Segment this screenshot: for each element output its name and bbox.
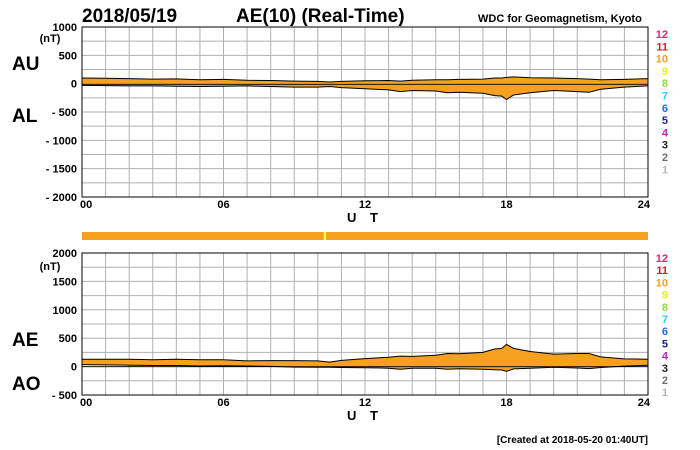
- station-legend-entry: 11: [656, 41, 668, 53]
- station-legend-entry: 7: [662, 91, 668, 103]
- station-legend-entry: 9: [662, 66, 668, 78]
- station-legend-entry: 2: [662, 152, 668, 164]
- bottom-x-axis-label: U T: [347, 408, 383, 423]
- x-tick-label: 00: [80, 199, 92, 211]
- top-frame: [81, 26, 649, 198]
- au-label: AU: [12, 54, 39, 75]
- station-legend-entry: 4: [662, 351, 669, 363]
- station-legend-entry: 4: [662, 127, 669, 139]
- y-tick-label: - 1500: [46, 164, 77, 176]
- station-legend-entry: 6: [662, 103, 668, 115]
- station-legend-entry: 6: [662, 326, 668, 338]
- chart-date: 2018/05/19: [82, 6, 177, 27]
- bottom-grid: [82, 253, 648, 395]
- ae-label: AE: [12, 330, 38, 351]
- x-tick-label: 06: [217, 397, 229, 409]
- y-tick-label: 0: [71, 79, 77, 91]
- station-legend-entry: 2: [662, 375, 668, 387]
- ao-label: AO: [12, 374, 41, 395]
- station-count-bar: [82, 232, 648, 240]
- bottom-unit-label: (nT): [40, 261, 61, 273]
- y-tick-label: - 1000: [46, 135, 77, 147]
- station-legend-entry: 12: [656, 29, 668, 41]
- station-legend-entry: 8: [662, 302, 668, 314]
- x-tick-label: 12: [359, 397, 371, 409]
- y-tick-label: 2000: [53, 248, 77, 260]
- y-tick-label: - 500: [52, 390, 77, 402]
- y-tick-label: 500: [59, 50, 77, 62]
- al-label: AL: [12, 106, 38, 127]
- station-legend-entry: 7: [662, 314, 668, 326]
- station-legend-entry: 1: [662, 387, 668, 399]
- station-bar-segment: [323, 232, 327, 240]
- y-tick-label: 0: [71, 362, 77, 374]
- x-tick-label: 00: [80, 397, 92, 409]
- x-tick-label: 24: [638, 397, 651, 409]
- station-legend-entry: 9: [662, 290, 668, 302]
- x-tick-label: 18: [500, 397, 512, 409]
- x-tick-label: 24: [638, 199, 651, 211]
- top-y-tick-labels: 1000 500 0 - 500 - 1000 - 1500 - 2000: [46, 22, 77, 204]
- al-series-line: [81, 84, 649, 101]
- station-legend-entry: 3: [662, 140, 668, 152]
- au-series-line: [81, 76, 649, 83]
- au-al-fill: [82, 76, 648, 100]
- top-unit-label: (nT): [40, 33, 61, 45]
- y-tick-label: 1500: [53, 276, 77, 288]
- y-tick-label: - 2000: [46, 192, 77, 204]
- station-legend-entry: 10: [656, 54, 668, 66]
- station-bar-marks: [323, 232, 327, 240]
- x-tick-label: 18: [500, 199, 512, 211]
- top-x-tick-labels: 00 06 12 18 24: [80, 199, 651, 211]
- bottom-x-tick-labels: 00 06 12 18 24: [80, 397, 651, 409]
- station-legend-entry: 11: [656, 265, 668, 277]
- chart-title: AE(10) (Real-Time): [236, 6, 405, 27]
- ao-series-line: [81, 364, 649, 372]
- station-legend-entry: 1: [662, 164, 668, 176]
- bottom-frame: [81, 252, 649, 396]
- station-legend-entry: 3: [662, 363, 668, 375]
- created-timestamp: [Created at 2018-05-20 01:40UT]: [497, 435, 648, 446]
- x-tick-label: 12: [359, 199, 371, 211]
- ae-series-line: [82, 343, 649, 363]
- x-tick-label: 06: [217, 199, 229, 211]
- station-legend-entry: 8: [662, 78, 668, 90]
- station-legend-entry: 5: [662, 338, 668, 350]
- y-tick-label: - 500: [52, 107, 77, 119]
- y-tick-label: 1000: [53, 305, 77, 317]
- chart-source: WDC for Geomagnetism, Kyoto: [478, 13, 642, 25]
- ae-ao-fill: [82, 344, 648, 372]
- station-legend-entry: 5: [662, 115, 668, 127]
- top-x-axis-label: U T: [347, 210, 383, 225]
- top-grid: [82, 27, 648, 197]
- bottom-y-tick-labels: 2000 1500 1000 500 0 - 500: [52, 248, 77, 402]
- station-legend-entry: 10: [656, 277, 668, 289]
- y-tick-label: 1000: [53, 22, 77, 34]
- y-tick-label: 500: [59, 333, 77, 345]
- station-legend-entry: 12: [656, 253, 668, 265]
